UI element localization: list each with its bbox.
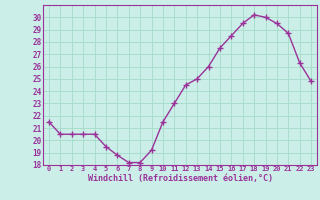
X-axis label: Windchill (Refroidissement éolien,°C): Windchill (Refroidissement éolien,°C) (87, 174, 273, 183)
